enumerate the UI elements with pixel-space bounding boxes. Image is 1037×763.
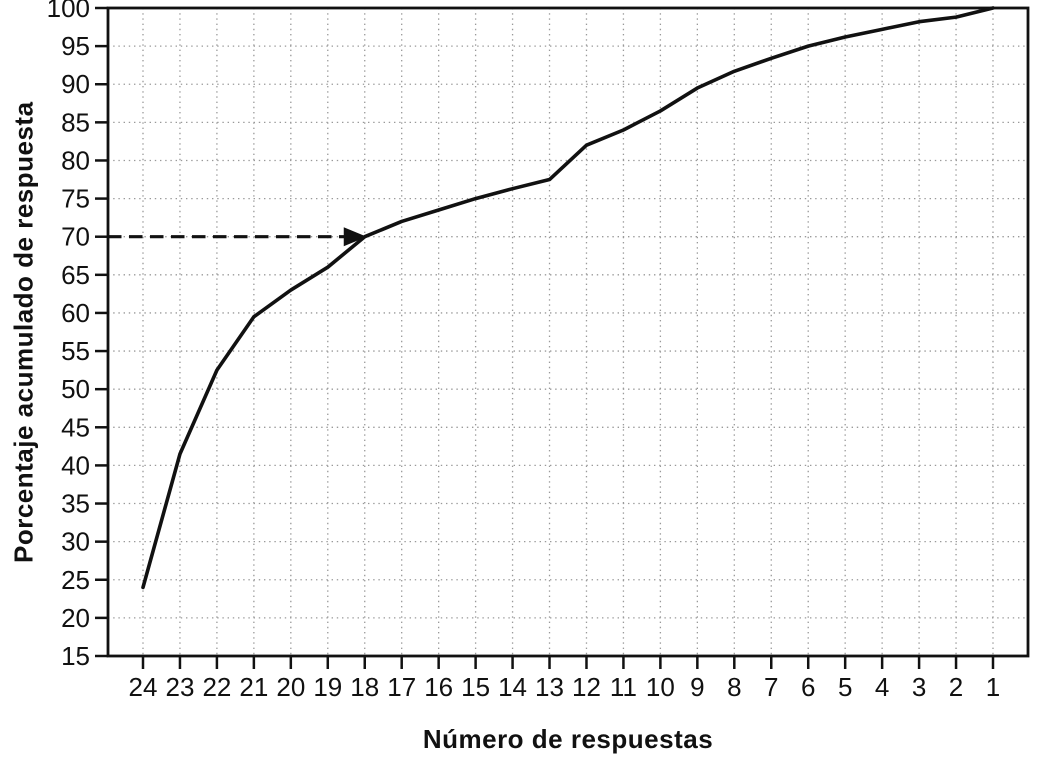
x-tick-label: 23 bbox=[165, 672, 194, 702]
x-axis-title: Número de respuestas bbox=[422, 724, 714, 754]
x-tick-label: 12 bbox=[572, 672, 601, 702]
cumulative-percentage-line bbox=[141, 6, 995, 590]
y-tick-label: 80 bbox=[61, 145, 90, 175]
y-tick-label: 90 bbox=[61, 69, 90, 99]
y-tick-label: 100 bbox=[47, 0, 90, 23]
x-tick-label: 14 bbox=[498, 672, 527, 702]
x-tick-label: 1 bbox=[986, 672, 1000, 702]
x-tick-label: 19 bbox=[313, 672, 342, 702]
x-tick-label: 21 bbox=[239, 672, 268, 702]
y-tick-label: 75 bbox=[61, 184, 90, 214]
x-tick-label: 16 bbox=[424, 672, 453, 702]
x-tick-label: 17 bbox=[387, 672, 416, 702]
y-tick-label: 25 bbox=[61, 565, 90, 595]
x-tick-label: 13 bbox=[535, 672, 564, 702]
y-tick-label: 70 bbox=[61, 222, 90, 252]
x-tick-label: 9 bbox=[690, 672, 704, 702]
x-tick-label: 5 bbox=[838, 672, 852, 702]
y-tick-label: 30 bbox=[61, 527, 90, 557]
y-tick-label: 55 bbox=[61, 336, 90, 366]
y-tick-label: 45 bbox=[61, 412, 90, 442]
x-tick-label: 15 bbox=[461, 672, 490, 702]
x-tick-label: 3 bbox=[912, 672, 926, 702]
y-tick-label: 85 bbox=[61, 107, 90, 137]
x-tick-label: 20 bbox=[276, 672, 305, 702]
x-tick-label: 7 bbox=[764, 672, 778, 702]
y-tick-label: 95 bbox=[61, 31, 90, 61]
annotation-arrow-head bbox=[343, 227, 367, 247]
plot-border bbox=[106, 6, 1030, 658]
x-tick-label: 24 bbox=[129, 672, 158, 702]
x-tick-label: 22 bbox=[202, 672, 231, 702]
x-tick-label: 8 bbox=[727, 672, 741, 702]
y-tick-label: 35 bbox=[61, 489, 90, 519]
x-tick-label: 18 bbox=[350, 672, 379, 702]
y-tick-label: 50 bbox=[61, 374, 90, 404]
x-tick-label: 11 bbox=[610, 672, 637, 702]
y-tick-label: 15 bbox=[61, 641, 90, 671]
x-tick-label: 10 bbox=[646, 672, 675, 702]
x-tick-label: 4 bbox=[875, 672, 889, 702]
x-tick-label: 2 bbox=[949, 672, 963, 702]
y-tick-label: 65 bbox=[61, 260, 90, 290]
y-tick-label: 40 bbox=[61, 450, 90, 480]
y-tick-label: 20 bbox=[61, 603, 90, 633]
y-axis-title: Porcentaje acumulado de respuesta bbox=[8, 101, 39, 563]
x-tick-label: 6 bbox=[801, 672, 815, 702]
y-tick-label: 60 bbox=[61, 298, 90, 328]
